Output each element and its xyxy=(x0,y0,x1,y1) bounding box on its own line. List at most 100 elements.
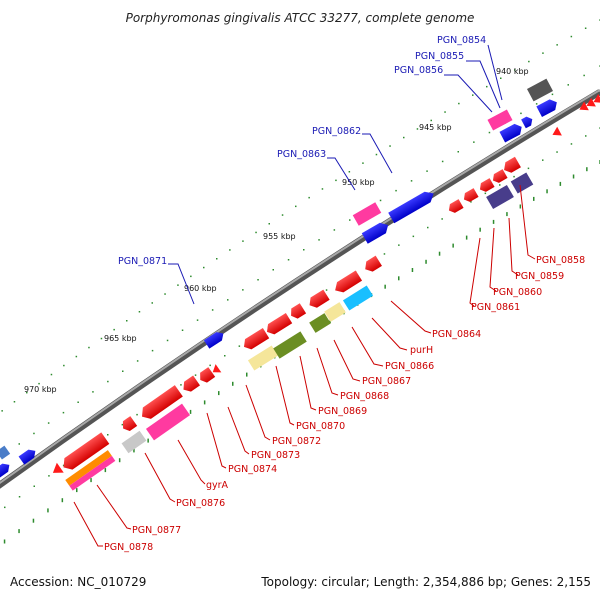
gene-feature-pgn-0864[interactable] xyxy=(362,255,382,275)
gene-label[interactable]: PGN_0862 xyxy=(312,126,361,137)
gene-feature-pgn-0854[interactable] xyxy=(527,78,553,102)
leader-line xyxy=(508,217,519,276)
ring-dot xyxy=(190,275,192,278)
gene-label[interactable]: purH xyxy=(410,345,433,356)
gene-label[interactable]: PGN_0866 xyxy=(385,361,434,372)
ring-dot xyxy=(458,102,460,105)
map-title: Porphyromonas gingivalis ATCC 33277, com… xyxy=(126,11,475,25)
gene-feature-gyra[interactable] xyxy=(138,385,183,422)
gene-feature-pgn-0866[interactable] xyxy=(309,313,331,333)
ring-dot xyxy=(441,218,443,220)
gene-feature-pgn-0862[interactable] xyxy=(388,188,436,224)
gene-feature[interactable] xyxy=(550,126,562,140)
gene-label[interactable]: PGN_0871 xyxy=(118,256,167,267)
gene-feature-pgn-0858[interactable] xyxy=(510,172,534,194)
gene-feature-pgn-0855[interactable] xyxy=(499,122,524,143)
ring-dot xyxy=(107,434,109,436)
gene-feature-pgn-0867[interactable] xyxy=(306,289,330,311)
gene-feature-pgn-0863[interactable] xyxy=(352,202,382,226)
gene-label[interactable]: PGN_0873 xyxy=(251,450,300,461)
gene-label[interactable]: PGN_0874 xyxy=(228,464,277,475)
gene-feature[interactable] xyxy=(264,313,293,337)
gene-feature[interactable] xyxy=(288,303,307,321)
gene-feature[interactable] xyxy=(18,447,39,465)
gene-feature[interactable] xyxy=(461,188,479,204)
gene-label[interactable]: PGN_0858 xyxy=(536,255,585,266)
ring-dot xyxy=(48,475,50,477)
gene-feature-pgn-0871[interactable] xyxy=(203,329,226,349)
gene-label[interactable]: PGN_0869 xyxy=(318,406,367,417)
ring-dot xyxy=(572,174,575,179)
gene-label[interactable]: PGN_0877 xyxy=(132,525,181,536)
gene-feature-pgn-0869[interactable] xyxy=(247,345,279,371)
gene-label[interactable]: gyrA xyxy=(206,480,229,491)
ring-dot xyxy=(567,84,569,86)
ring-dot xyxy=(556,44,558,46)
gene-label[interactable]: PGN_0859 xyxy=(515,271,564,282)
gene-feature[interactable] xyxy=(324,302,346,322)
ring-dot xyxy=(136,360,139,362)
gene-label[interactable]: PGN_0856 xyxy=(394,65,443,76)
gene-label[interactable]: PGN_0864 xyxy=(432,329,481,340)
gene-label[interactable]: PGN_0872 xyxy=(272,436,321,447)
gene-feature-pgn-0877[interactable] xyxy=(60,432,110,473)
gene-label[interactable]: PGN_0870 xyxy=(296,421,345,432)
gene-label[interactable]: PGN_0876 xyxy=(176,498,225,509)
gene-feature-pgn-0856[interactable] xyxy=(487,109,513,131)
gene-label[interactable]: PGN_0867 xyxy=(362,376,411,387)
gene-feature[interactable] xyxy=(332,270,363,295)
genome-backbone-highlight xyxy=(0,89,600,485)
gene-feature-pgn-0868[interactable] xyxy=(273,331,307,359)
ring-dot xyxy=(430,119,432,122)
leader-line xyxy=(206,412,227,469)
gene-label[interactable]: PGN_0861 xyxy=(471,302,520,313)
gene-feature-pgn-0861[interactable] xyxy=(446,199,464,215)
gene-label[interactable]: PGN_0854 xyxy=(437,35,486,46)
gene-label[interactable]: PGN_0863 xyxy=(277,149,326,160)
ring-dot xyxy=(335,179,337,182)
gene-feature[interactable] xyxy=(577,93,600,114)
ring-dot xyxy=(519,204,522,209)
ring-dot xyxy=(457,151,459,153)
gene-label[interactable]: PGN_0868 xyxy=(340,391,389,402)
tick-label: 955 kbp xyxy=(263,232,296,241)
ring-dot xyxy=(33,485,35,487)
gene-feature[interactable] xyxy=(0,461,12,479)
gene-feature[interactable] xyxy=(490,169,508,185)
ring-dot xyxy=(470,201,472,203)
ring-dot xyxy=(410,180,413,182)
leader-line xyxy=(371,317,408,351)
ring-dot xyxy=(26,391,28,394)
ring-dot xyxy=(255,231,257,234)
gene-feature-pgn-0878[interactable] xyxy=(65,450,116,491)
ring-dot xyxy=(384,284,386,289)
ring-dot xyxy=(63,364,65,367)
gene-feature[interactable] xyxy=(361,220,391,244)
gene-feature[interactable] xyxy=(536,97,559,117)
ring-dot xyxy=(499,184,501,186)
ring-dot xyxy=(194,374,197,376)
gene-feature[interactable] xyxy=(521,115,535,129)
gene-label[interactable]: PGN_0855 xyxy=(415,51,464,62)
gene-feature[interactable] xyxy=(49,462,64,478)
gene-feature-purh[interactable] xyxy=(342,285,374,311)
leader-line xyxy=(316,347,339,396)
ring-dot xyxy=(520,112,522,115)
ring-dot xyxy=(375,153,378,156)
gene-feature-pgn-0860[interactable] xyxy=(477,178,495,194)
gene-feature-pgn-0873[interactable] xyxy=(197,367,216,385)
ring-dot xyxy=(90,478,92,483)
gene-label[interactable]: PGN_0878 xyxy=(104,542,153,553)
gene-feature[interactable] xyxy=(501,156,521,175)
gene-feature-pgn-0859[interactable] xyxy=(486,184,514,210)
gene-feature[interactable] xyxy=(120,416,138,433)
gene-feature-pgn-0872[interactable] xyxy=(210,364,222,376)
gene-feature-pgn-0876[interactable] xyxy=(121,430,147,454)
gene-feature-pgn-0870[interactable] xyxy=(241,328,270,352)
gene-feature[interactable] xyxy=(0,445,11,460)
gene-feature[interactable] xyxy=(145,403,191,441)
gene-feature-pgn-0874[interactable] xyxy=(180,375,200,394)
gene-label[interactable]: PGN_0860 xyxy=(493,287,542,298)
ring-dot xyxy=(151,349,154,352)
